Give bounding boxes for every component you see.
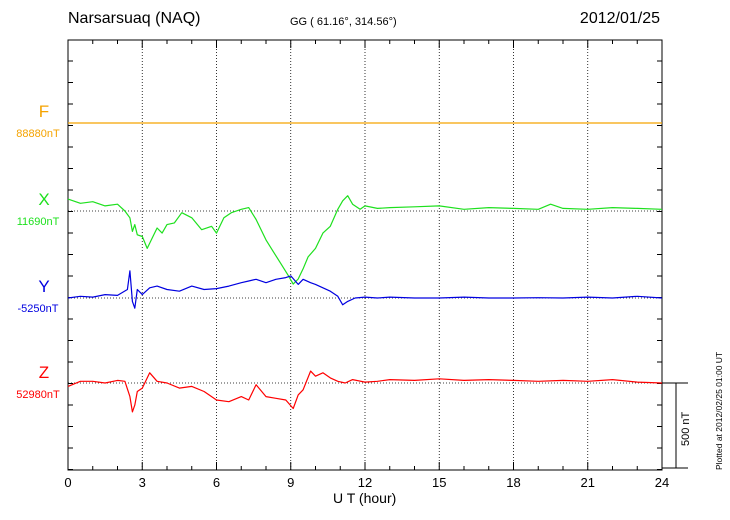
series-line-y [67, 270, 663, 309]
x-tick-label: 21 [581, 475, 595, 490]
baseline-value-z: 52980nT [16, 389, 60, 401]
component-label-x: X [38, 190, 49, 209]
x-tick-label: 9 [287, 475, 294, 490]
station-coordinates: GG ( 61.16°, 314.56°) [290, 16, 397, 28]
component-label-f: F [39, 102, 49, 121]
x-tick-label: 24 [655, 475, 669, 490]
plot-frame [67, 39, 663, 471]
x-tick-label: 0 [64, 475, 71, 490]
chart-date: 2012/01/25 [579, 10, 660, 27]
component-label-z: Z [39, 363, 49, 382]
plotted-timestamp: Plotted at 2012/02/25 01:00 UT [714, 351, 724, 470]
baseline-value-x: 11690nT [17, 216, 60, 228]
x-axis-label: U T (hour) [333, 490, 397, 506]
x-tick-label: 15 [432, 475, 446, 490]
component-label-y: Y [38, 277, 49, 296]
x-tick-label: 3 [139, 475, 146, 490]
series-line-z [67, 370, 663, 413]
station-title: Narsarsuaq (NAQ) [68, 10, 201, 27]
x-tick-label: 12 [358, 475, 372, 490]
baseline-value-f: 88880nT [16, 128, 60, 140]
series-line-x [67, 195, 663, 285]
x-tick-label: 18 [506, 475, 520, 490]
baseline-value-y: -5250nT [18, 303, 59, 315]
scale-bar-label: 500 nT [680, 411, 692, 446]
x-tick-label: 6 [213, 475, 220, 490]
